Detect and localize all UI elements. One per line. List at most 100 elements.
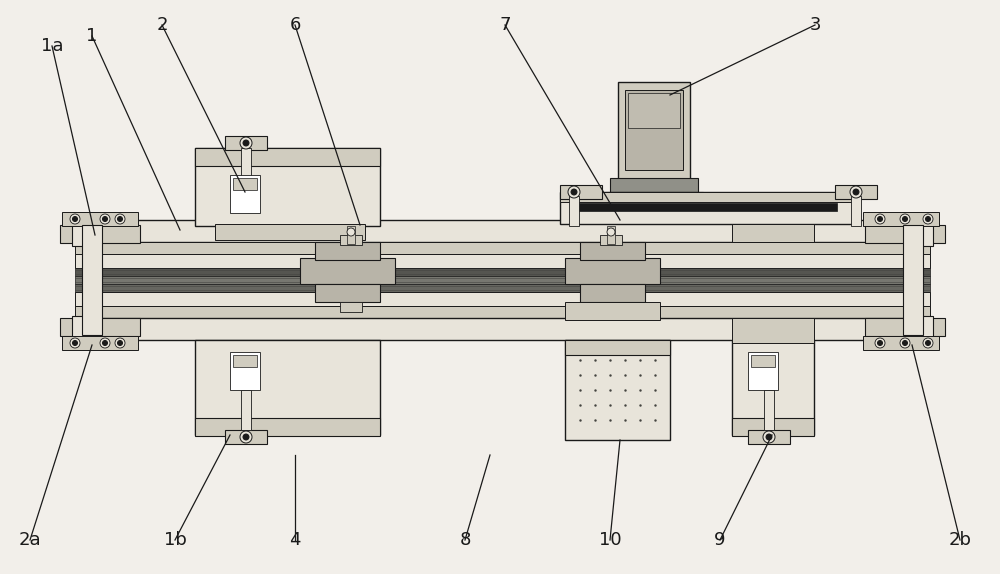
Bar xyxy=(230,352,260,390)
Bar xyxy=(560,185,602,199)
Bar xyxy=(75,284,930,292)
Bar xyxy=(764,390,774,430)
Bar xyxy=(75,306,930,318)
Circle shape xyxy=(115,338,125,348)
Bar xyxy=(748,430,790,444)
Circle shape xyxy=(240,137,252,149)
Circle shape xyxy=(902,216,908,222)
Bar xyxy=(340,235,362,245)
Text: 2: 2 xyxy=(156,16,168,34)
Bar xyxy=(347,226,355,244)
Bar xyxy=(241,390,251,430)
Bar xyxy=(618,82,690,182)
Text: 6: 6 xyxy=(289,16,301,34)
Bar xyxy=(72,218,100,246)
Bar xyxy=(60,318,140,336)
Circle shape xyxy=(926,216,930,222)
Circle shape xyxy=(103,340,108,346)
Bar xyxy=(225,430,267,444)
Circle shape xyxy=(766,434,772,440)
Bar xyxy=(195,148,380,166)
Bar xyxy=(62,336,138,350)
Bar xyxy=(195,340,380,435)
Bar xyxy=(560,192,860,202)
Bar xyxy=(905,316,933,344)
Circle shape xyxy=(878,340,883,346)
Bar xyxy=(75,318,930,340)
Circle shape xyxy=(902,340,908,346)
Bar xyxy=(565,258,660,284)
Bar xyxy=(315,284,380,302)
Bar xyxy=(835,185,877,199)
Circle shape xyxy=(243,140,249,146)
Text: 2a: 2a xyxy=(19,531,41,549)
Circle shape xyxy=(72,216,78,222)
Bar xyxy=(605,192,703,206)
Circle shape xyxy=(853,189,859,195)
Text: 8: 8 xyxy=(459,531,471,549)
Bar xyxy=(72,316,100,344)
Circle shape xyxy=(875,214,885,224)
Text: 1b: 1b xyxy=(164,531,186,549)
Bar xyxy=(863,336,939,350)
Bar xyxy=(732,318,814,343)
Bar xyxy=(215,224,365,240)
Text: 2b: 2b xyxy=(948,531,972,549)
Circle shape xyxy=(875,338,885,348)
Bar xyxy=(230,175,260,213)
Bar xyxy=(340,302,362,312)
Circle shape xyxy=(571,189,577,195)
Circle shape xyxy=(347,228,355,236)
Bar xyxy=(75,292,930,306)
Bar xyxy=(572,203,837,211)
Circle shape xyxy=(926,340,930,346)
Circle shape xyxy=(70,338,80,348)
Circle shape xyxy=(72,340,78,346)
Bar xyxy=(233,178,257,190)
Bar xyxy=(732,418,814,436)
Circle shape xyxy=(115,214,125,224)
Text: 4: 4 xyxy=(289,531,301,549)
Bar xyxy=(233,355,257,367)
Bar xyxy=(62,212,138,226)
Circle shape xyxy=(100,338,110,348)
Circle shape xyxy=(850,186,862,198)
Bar xyxy=(628,93,680,128)
Bar xyxy=(300,258,395,284)
Bar xyxy=(195,418,380,436)
Bar xyxy=(241,148,251,188)
Text: 3: 3 xyxy=(809,16,821,34)
Bar xyxy=(225,136,267,150)
Circle shape xyxy=(923,338,933,348)
Bar xyxy=(863,212,939,226)
Circle shape xyxy=(118,216,122,222)
Bar xyxy=(195,148,380,226)
Circle shape xyxy=(568,186,580,198)
Bar xyxy=(75,242,930,254)
Bar xyxy=(75,276,930,284)
Bar xyxy=(903,225,923,335)
Text: 7: 7 xyxy=(499,16,511,34)
Bar xyxy=(560,192,860,224)
Bar xyxy=(600,235,622,245)
Circle shape xyxy=(923,214,933,224)
Circle shape xyxy=(607,228,615,236)
Circle shape xyxy=(70,214,80,224)
Bar xyxy=(607,226,615,244)
Bar xyxy=(565,340,670,440)
Text: 1a: 1a xyxy=(41,37,63,55)
Circle shape xyxy=(878,216,883,222)
Text: 1: 1 xyxy=(86,27,98,45)
Text: 10: 10 xyxy=(599,531,621,549)
Bar xyxy=(748,352,778,390)
Circle shape xyxy=(118,340,122,346)
Bar xyxy=(751,355,775,367)
Circle shape xyxy=(900,214,910,224)
Bar xyxy=(580,242,645,260)
Bar xyxy=(865,225,945,243)
Bar xyxy=(732,224,814,242)
Bar xyxy=(580,284,645,302)
Bar xyxy=(610,178,698,196)
Bar xyxy=(600,302,622,312)
Circle shape xyxy=(900,338,910,348)
